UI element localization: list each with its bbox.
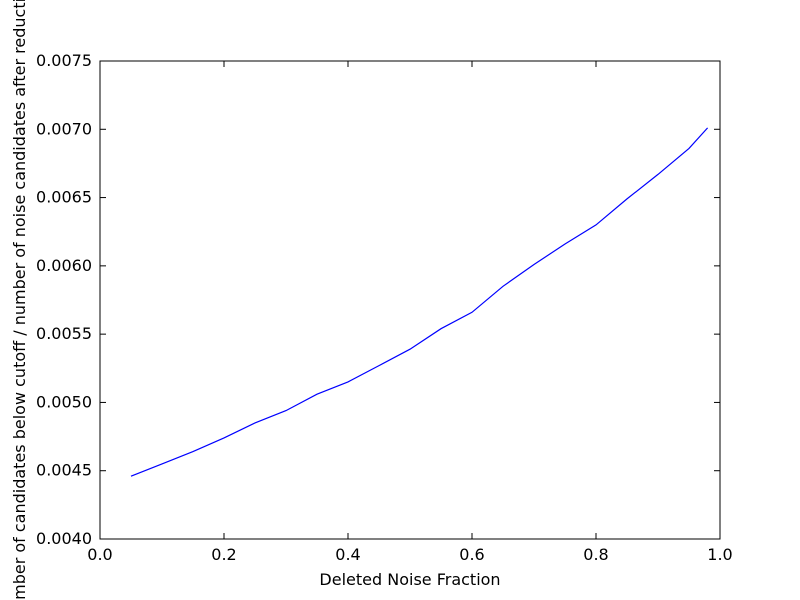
x-tick-label: 1.0 [707, 545, 732, 564]
plot-frame [99, 60, 721, 540]
x-tick-label: 0.0 [87, 545, 112, 564]
y-tick-label: 0.0070 [36, 119, 92, 138]
plot-area [100, 61, 720, 539]
series-line [130, 127, 709, 477]
y-tick-label: 0.0065 [36, 188, 92, 207]
x-tick-label: 0.2 [211, 545, 236, 564]
x-tick-label: 0.8 [583, 545, 608, 564]
x-tick-label: 0.6 [459, 545, 484, 564]
y-tick-label: 0.0040 [36, 529, 92, 548]
y-tick-label: 0.0045 [36, 461, 92, 480]
y-axis-label: Number of candidates below cutoff / numb… [10, 0, 29, 600]
x-tick-label: 0.4 [335, 545, 360, 564]
y-tick-label: 0.0055 [36, 324, 92, 343]
x-axis-label: Deleted Noise Fraction [319, 570, 500, 589]
y-tick-label: 0.0060 [36, 256, 92, 275]
y-tick-label: 0.0075 [36, 51, 92, 70]
y-tick-label: 0.0050 [36, 392, 92, 411]
